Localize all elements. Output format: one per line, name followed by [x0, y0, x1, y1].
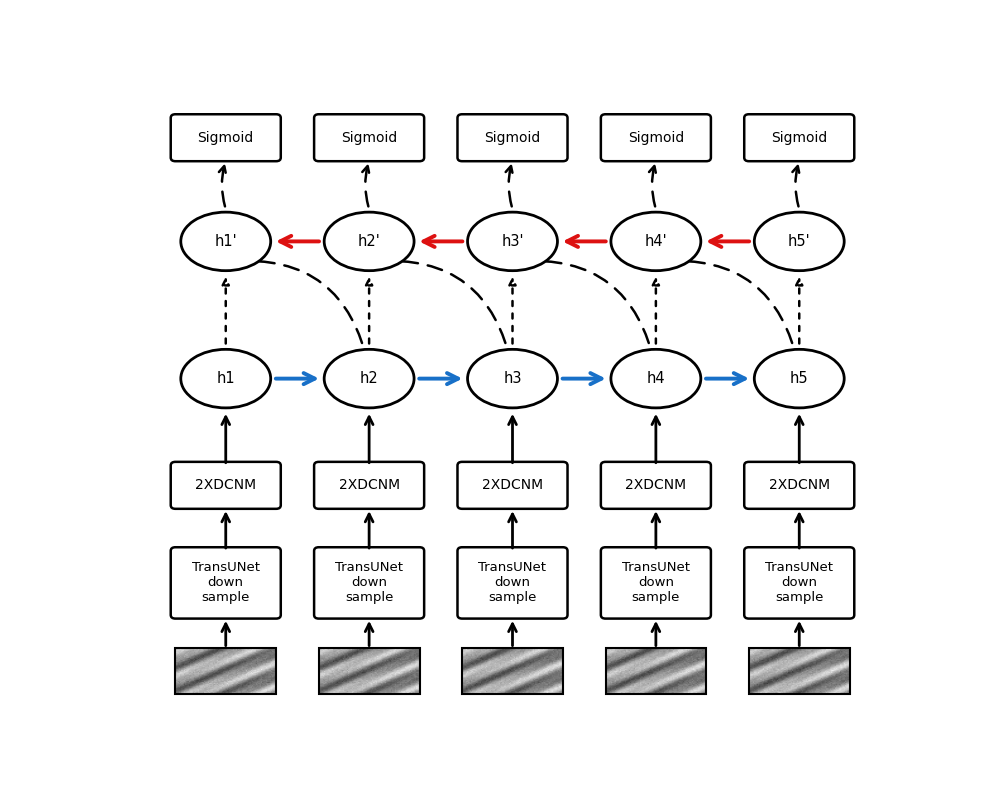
Text: Sigmoid: Sigmoid	[341, 131, 397, 145]
Text: 2XDCNM: 2XDCNM	[339, 478, 400, 493]
FancyBboxPatch shape	[744, 462, 854, 508]
FancyBboxPatch shape	[601, 462, 711, 508]
Text: h5': h5'	[788, 234, 811, 249]
Text: h3: h3	[503, 371, 522, 386]
FancyBboxPatch shape	[171, 462, 281, 508]
Ellipse shape	[324, 349, 414, 408]
Text: 2XDCNM: 2XDCNM	[482, 478, 543, 493]
Bar	[319, 649, 420, 695]
FancyBboxPatch shape	[314, 462, 424, 508]
Text: Sigmoid: Sigmoid	[628, 131, 684, 145]
Ellipse shape	[468, 212, 557, 271]
Ellipse shape	[611, 212, 701, 271]
Text: TransUNet
down
sample: TransUNet down sample	[622, 562, 690, 604]
Ellipse shape	[181, 349, 271, 408]
FancyBboxPatch shape	[744, 114, 854, 162]
FancyBboxPatch shape	[744, 547, 854, 619]
Bar	[749, 649, 850, 695]
Text: Sigmoid: Sigmoid	[484, 131, 541, 145]
Text: 2XDCNM: 2XDCNM	[625, 478, 686, 493]
Bar	[462, 649, 563, 695]
Text: TransUNet
down
sample: TransUNet down sample	[192, 562, 260, 604]
Text: 2XDCNM: 2XDCNM	[769, 478, 830, 493]
Text: 2XDCNM: 2XDCNM	[195, 478, 256, 493]
Text: Sigmoid: Sigmoid	[198, 131, 254, 145]
Text: h4': h4'	[645, 234, 667, 249]
FancyBboxPatch shape	[171, 114, 281, 162]
Bar	[606, 649, 706, 695]
FancyBboxPatch shape	[457, 547, 568, 619]
Text: h1': h1'	[214, 234, 237, 249]
Text: h2: h2	[360, 371, 378, 386]
Ellipse shape	[181, 212, 271, 271]
FancyBboxPatch shape	[601, 114, 711, 162]
Ellipse shape	[324, 212, 414, 271]
Text: TransUNet
down
sample: TransUNet down sample	[479, 562, 546, 604]
Ellipse shape	[611, 349, 701, 408]
Ellipse shape	[754, 349, 844, 408]
FancyBboxPatch shape	[314, 114, 424, 162]
Text: h2': h2'	[358, 234, 380, 249]
Text: h5: h5	[790, 371, 809, 386]
FancyBboxPatch shape	[314, 547, 424, 619]
Text: Sigmoid: Sigmoid	[771, 131, 827, 145]
Text: TransUNet
down
sample: TransUNet down sample	[335, 562, 403, 604]
FancyBboxPatch shape	[171, 547, 281, 619]
FancyBboxPatch shape	[457, 462, 568, 508]
Text: h4: h4	[647, 371, 665, 386]
Ellipse shape	[468, 349, 557, 408]
Ellipse shape	[754, 212, 844, 271]
Text: TransUNet
down
sample: TransUNet down sample	[765, 562, 833, 604]
FancyBboxPatch shape	[601, 547, 711, 619]
Text: h1: h1	[216, 371, 235, 386]
Text: h3': h3'	[501, 234, 524, 249]
FancyBboxPatch shape	[457, 114, 568, 162]
Bar	[175, 649, 276, 695]
